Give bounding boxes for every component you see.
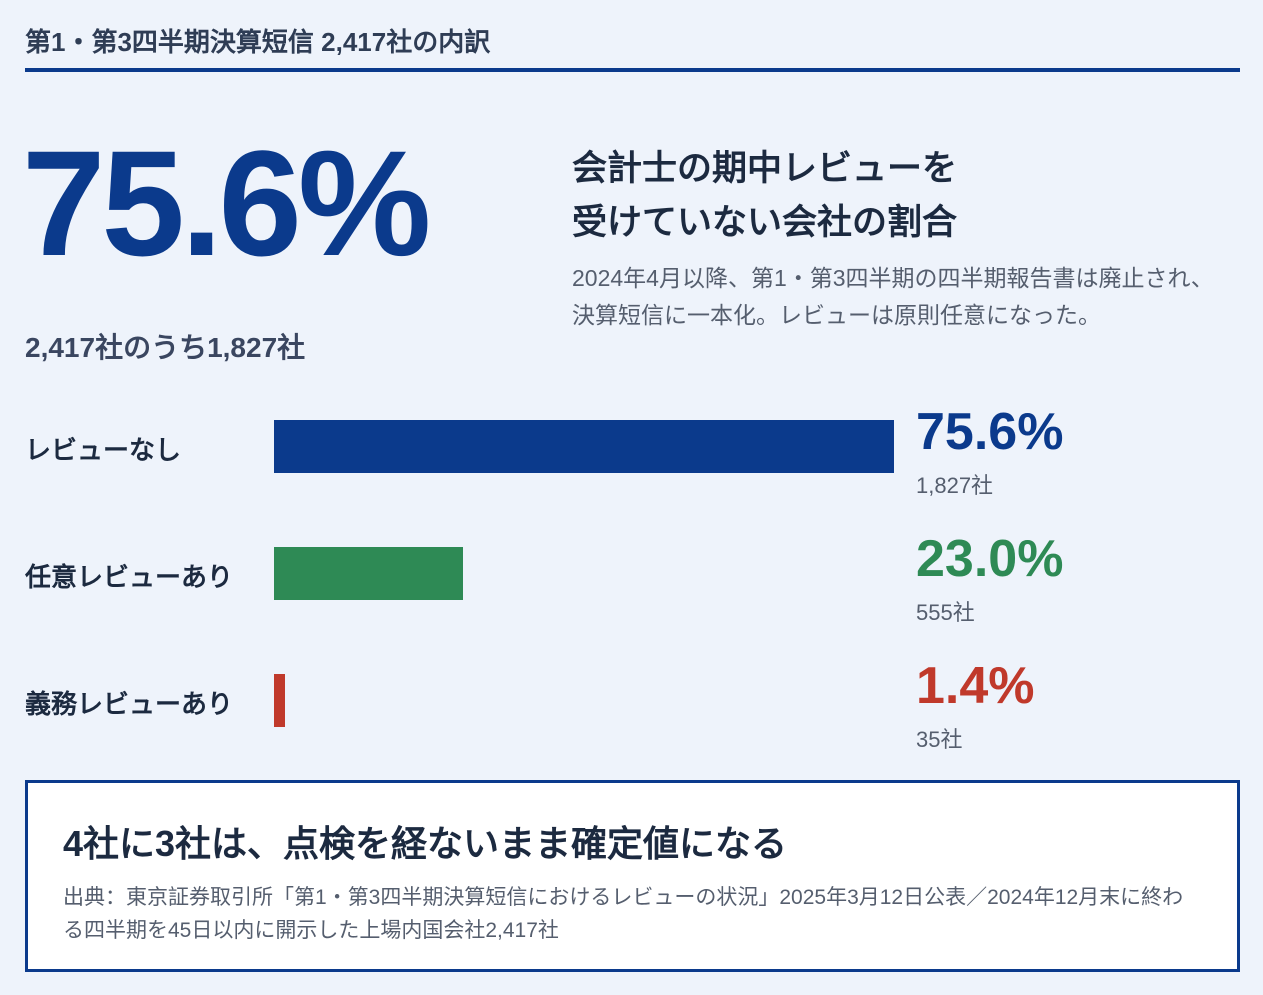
heading-line: 受けていない会社の割合 xyxy=(572,203,958,242)
bar xyxy=(274,674,286,727)
bar xyxy=(274,420,894,473)
description: 2024年4月以降、第1・第3四半期の四半期報告書は廃止され、決算短信に一本化。… xyxy=(572,265,1214,328)
headline-heading: 会計士の期中レビューを 受けていない会社の割合 xyxy=(572,142,957,250)
header-title: 第1・第3四半期決算短信 2,417社の内訳 xyxy=(25,27,491,57)
footer-source: 出典：東京証券取引所「第1・第3四半期決算短信におけるレビューの状況」2025年… xyxy=(63,886,1184,942)
category-label: 義務レビューあり xyxy=(25,689,234,719)
footer-heading: 4社に3社は、点検を経ないまま確定値になる xyxy=(63,823,788,864)
count-label: 35社 xyxy=(916,727,963,752)
heading-line: 会計士の期中レビューを xyxy=(572,149,958,188)
value-label: 75.6% xyxy=(916,403,1064,461)
footer-box: 4社に3社は、点検を経ないまま確定値になる 出典：東京証券取引所「第1・第3四半… xyxy=(25,780,1240,972)
header-rule xyxy=(25,68,1240,72)
category-label: 任意レビューあり xyxy=(25,562,234,592)
count-label: 1,827社 xyxy=(916,473,994,498)
count-label: 555社 xyxy=(916,600,975,625)
stat-note: 2,417社のうち1,827社 xyxy=(25,332,306,363)
category-label: レビューなし xyxy=(25,435,182,465)
value-label: 1.4% xyxy=(916,657,1035,715)
headline-stat: 75.6% xyxy=(22,119,431,287)
value-label: 23.0% xyxy=(916,530,1064,588)
bar xyxy=(274,547,463,600)
